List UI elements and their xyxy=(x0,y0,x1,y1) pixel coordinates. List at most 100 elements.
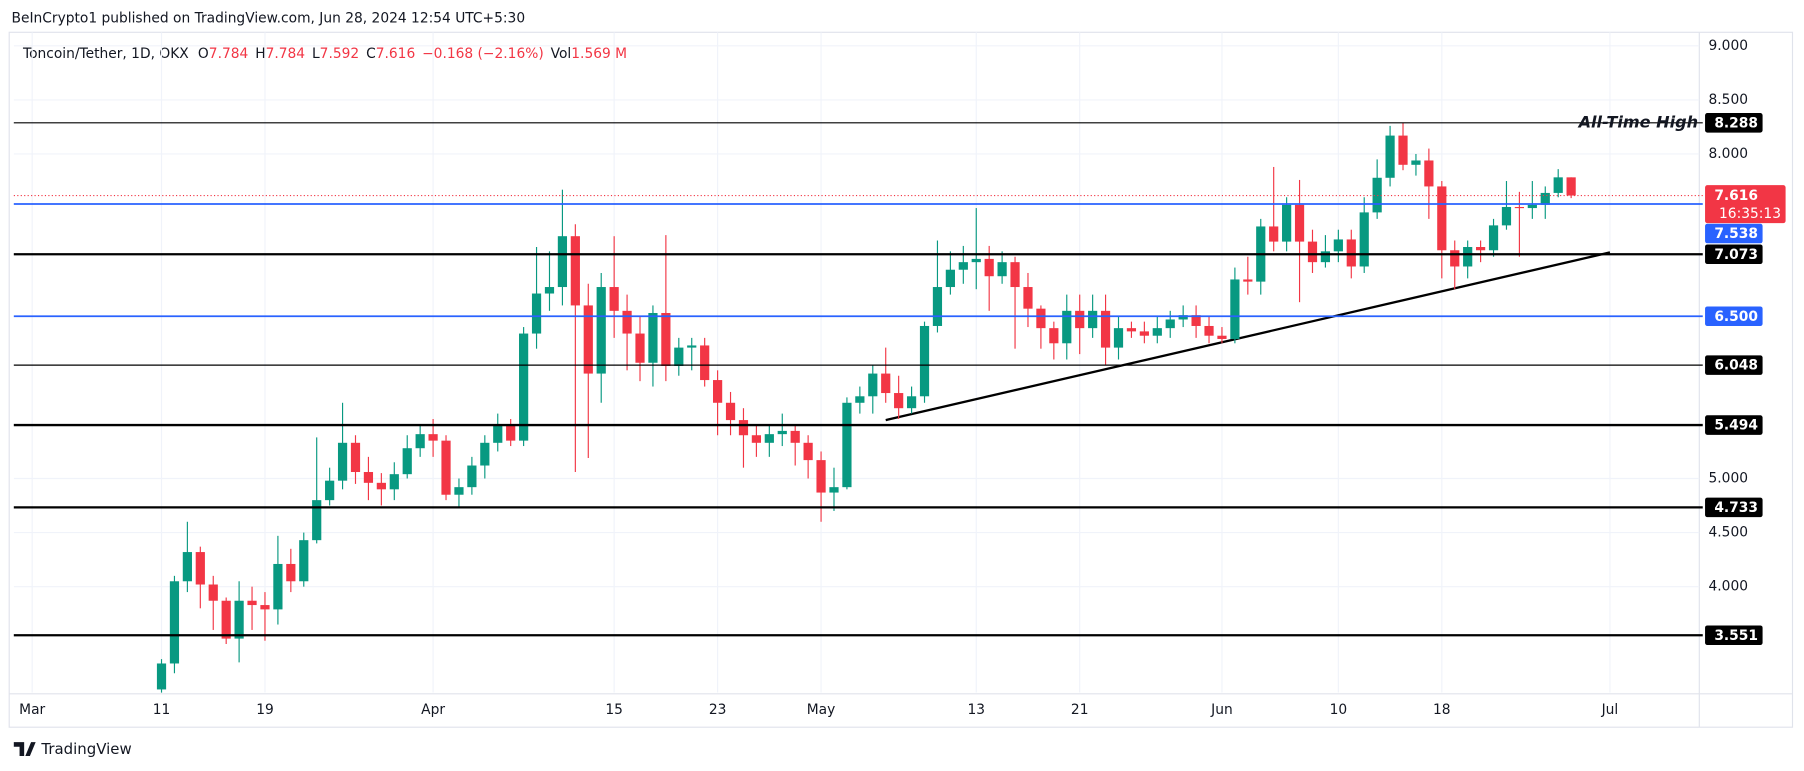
candle-body xyxy=(764,434,774,443)
candle-body xyxy=(312,500,322,541)
candle-body xyxy=(260,605,270,610)
candle-body xyxy=(1165,319,1175,329)
candle-body xyxy=(402,448,412,475)
candle-body xyxy=(1411,160,1421,165)
candle-body xyxy=(596,287,606,374)
y-tick-label: 9.000 xyxy=(1709,38,1749,54)
candle-body xyxy=(894,393,904,409)
candle-body xyxy=(816,460,826,493)
candle-body xyxy=(648,312,658,363)
candle-body xyxy=(570,236,580,306)
candle-body xyxy=(1463,247,1473,267)
candle-body xyxy=(997,262,1007,277)
candle-body xyxy=(1243,279,1253,282)
candle-body xyxy=(1320,251,1331,263)
candle-body xyxy=(286,563,296,582)
candle-body xyxy=(1126,328,1137,332)
candle-body xyxy=(337,442,348,481)
candle-body xyxy=(1230,279,1240,339)
level-label-box xyxy=(1705,306,1763,327)
candle-body xyxy=(1062,310,1072,344)
candle-body xyxy=(945,269,955,288)
candle-body xyxy=(234,600,244,639)
candle-body xyxy=(1204,325,1214,336)
candle-body xyxy=(713,380,723,403)
level-label-box xyxy=(1705,497,1763,518)
candle-body xyxy=(1398,135,1408,165)
level-label: 5.494 xyxy=(1714,418,1758,434)
candle-body xyxy=(984,258,994,277)
candle-body xyxy=(221,600,231,639)
candle-body xyxy=(389,474,399,490)
candle-body xyxy=(1424,160,1434,187)
x-tick-label: 13 xyxy=(967,702,985,718)
y-tick-label: 4.500 xyxy=(1709,525,1749,541)
candle-body xyxy=(506,425,516,441)
candle-body xyxy=(1359,212,1369,267)
y-tick-label: 8.000 xyxy=(1709,146,1749,162)
candle-body xyxy=(156,663,167,690)
candle-body xyxy=(208,584,218,601)
candle-body xyxy=(855,396,865,403)
level-annotation: All-Time High xyxy=(1577,112,1699,131)
x-tick-label: 18 xyxy=(1433,702,1451,718)
candle-body xyxy=(1346,239,1356,267)
x-tick-label: 15 xyxy=(605,702,623,718)
candle-body xyxy=(273,563,283,610)
candle-body xyxy=(519,333,529,441)
level-label: 7.538 xyxy=(1714,226,1758,242)
candle-body xyxy=(1282,204,1292,242)
candle-body xyxy=(1476,247,1486,251)
candle-body xyxy=(182,552,192,582)
level-label: 6.500 xyxy=(1714,309,1758,325)
candle-body xyxy=(247,600,257,606)
candle-body xyxy=(1527,204,1537,209)
candle-body xyxy=(932,287,943,326)
trendline xyxy=(885,251,1611,422)
candle-body xyxy=(1088,310,1098,329)
candle-body xyxy=(635,333,645,363)
y-tick-label: 5.000 xyxy=(1709,471,1749,487)
candle-body xyxy=(1385,135,1395,178)
legend-symbol: Toncoin/Tether, 1D, OKX xyxy=(22,46,189,62)
candle-body xyxy=(1049,328,1059,344)
legend-volume: 1.569 M xyxy=(571,46,627,62)
candle-body xyxy=(919,325,930,397)
legend-low: 7.592 xyxy=(320,46,360,62)
x-tick-label: 23 xyxy=(709,702,727,718)
candle-body xyxy=(674,347,684,367)
candle-body xyxy=(1023,287,1033,309)
level-label: 6.048 xyxy=(1714,358,1758,374)
candle-body xyxy=(363,472,374,483)
level-label-box xyxy=(1705,625,1763,646)
candle-body xyxy=(1010,262,1020,288)
candle-body xyxy=(1307,241,1318,263)
candle-body xyxy=(803,442,813,461)
candle-body xyxy=(415,434,425,449)
candle-body xyxy=(1333,239,1343,252)
candle-body xyxy=(1488,225,1499,251)
legend-c: C xyxy=(366,46,376,62)
level-label: 7.073 xyxy=(1714,247,1758,263)
candle-body xyxy=(1191,315,1201,326)
candle-body xyxy=(350,442,361,473)
candle-body xyxy=(467,465,477,488)
legend-open: 7.784 xyxy=(209,46,249,62)
candle-body xyxy=(700,345,710,381)
level-label: 3.551 xyxy=(1714,628,1758,644)
candle-body xyxy=(195,552,205,585)
level-label: 8.288 xyxy=(1714,115,1758,131)
candle-body xyxy=(1450,250,1460,267)
candle-body xyxy=(1372,177,1382,213)
candle-body xyxy=(790,430,800,443)
legend-l: L xyxy=(312,46,320,62)
candle-body xyxy=(428,434,438,441)
legend-h: H xyxy=(255,46,265,62)
level-label-box xyxy=(1705,355,1763,375)
candle-body xyxy=(1152,328,1162,336)
level-label-box xyxy=(1705,415,1763,435)
candle-body xyxy=(1294,204,1305,242)
x-tick-label: 11 xyxy=(153,702,171,718)
x-tick-label: 10 xyxy=(1330,702,1348,718)
